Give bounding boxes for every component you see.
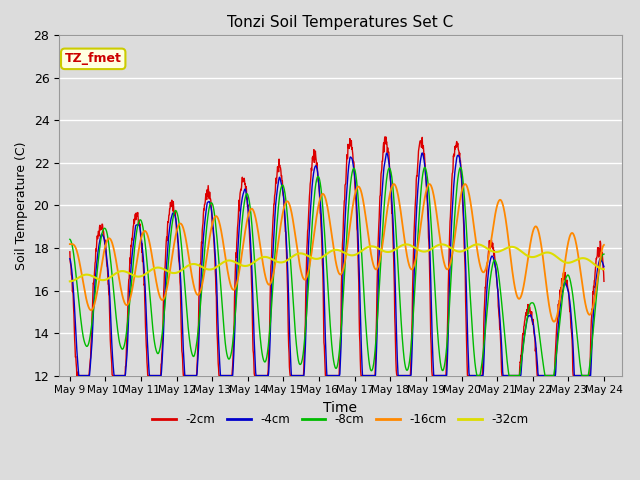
Title: Tonzi Soil Temperatures Set C: Tonzi Soil Temperatures Set C	[227, 15, 454, 30]
Legend: -2cm, -4cm, -8cm, -16cm, -32cm: -2cm, -4cm, -8cm, -16cm, -32cm	[148, 408, 533, 431]
Y-axis label: Soil Temperature (C): Soil Temperature (C)	[15, 141, 28, 270]
X-axis label: Time: Time	[323, 401, 358, 415]
Text: TZ_fmet: TZ_fmet	[65, 52, 122, 65]
